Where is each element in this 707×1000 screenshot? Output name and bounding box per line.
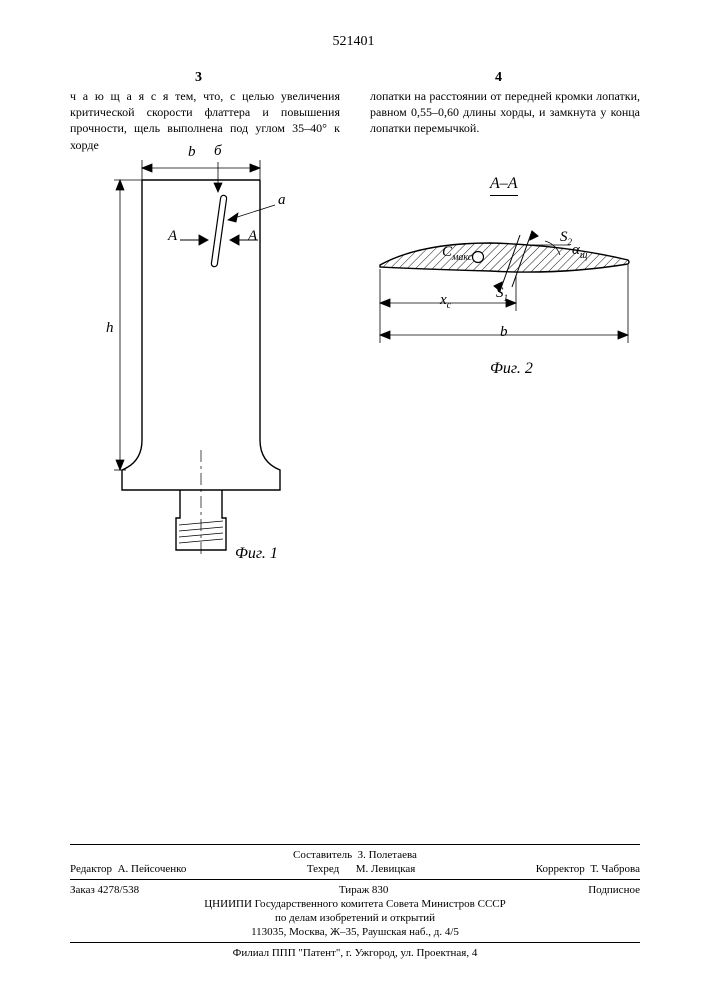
footer-filial: Филиал ППП "Патент", г. Ужгород, ул. Про… — [70, 947, 640, 959]
compiler-label: Составитель — [293, 849, 352, 861]
fig2-xc: xc — [440, 292, 451, 311]
fig1-dim-h: h — [106, 320, 114, 337]
page: 521401 3 4 ч а ю щ а я с я тем, что, с ц… — [0, 0, 707, 1000]
techred-name: М. Левицкая — [356, 863, 416, 875]
footer-org2: по делам изобретений и открытий — [70, 912, 640, 924]
fig1-dim-b: b — [188, 144, 196, 161]
compiler-name: З. Полетаева — [358, 849, 417, 861]
fig2-s1: S1 — [496, 285, 508, 303]
fig2-s1-sub: 1 — [504, 293, 509, 303]
fig2-cmax-letter: С — [442, 244, 452, 260]
patent-number: 521401 — [0, 34, 707, 50]
fig2-label: Фиг. 2 — [490, 360, 533, 378]
fig2-s2-letter: S — [560, 229, 568, 245]
column-number-left: 3 — [195, 70, 202, 86]
editor: Редактор А. Пейсоченко — [70, 863, 186, 875]
footer: Составитель З. Полетаева Редактор А. Пей… — [70, 840, 640, 961]
corrector-label: Корректор — [536, 863, 585, 875]
techred-label: Техред — [307, 863, 339, 875]
footer-credits-row: Редактор А. Пейсоченко Техред М. Левицка… — [70, 863, 640, 875]
fig2-dim-b: b — [500, 324, 508, 341]
figure-1 — [80, 150, 340, 590]
right-column-text: лопатки на расстоянии от передней кромки… — [370, 88, 640, 137]
fig2-cmax-sub: макс — [452, 252, 472, 263]
editor-label: Редактор — [70, 863, 112, 875]
fig1-label: Фиг. 1 — [235, 545, 278, 563]
footer-org1: ЦНИИПИ Государственного комитета Совета … — [70, 898, 640, 910]
corrector-name: Т. Чаброва — [590, 863, 640, 875]
fig2-xc-sub: c — [447, 300, 451, 311]
editor-name: А. Пейсоченко — [118, 863, 187, 875]
left-column-text: ч а ю щ а я с я тем, что, с целью увелич… — [70, 88, 340, 153]
footer-addr1: 113035, Москва, Ж–35, Раушская наб., д. … — [70, 926, 640, 938]
fig1-mark-b: б — [214, 143, 222, 160]
footer-order-row: Заказ 4278/538 Тираж 830 Подписное — [70, 884, 640, 896]
subscription: Подписное — [588, 884, 640, 896]
fig2-s2: S2 — [560, 229, 572, 247]
tirage: Тираж 830 — [339, 884, 389, 896]
fig2-xc-letter: x — [440, 292, 447, 308]
fig1-mark-a: а — [278, 192, 286, 209]
footer-compiler: Составитель З. Полетаева — [70, 849, 640, 861]
fig2-alpha-sub: щ — [580, 250, 588, 261]
column-number-right: 4 — [495, 70, 502, 86]
fig2-alpha: αщ — [572, 242, 587, 261]
corrector: Корректор Т. Чаброва — [536, 863, 640, 875]
fig2-cmax: Смакс — [442, 244, 472, 263]
techred: Техред М. Левицкая — [307, 863, 416, 875]
fig2-section-label: A–A — [490, 175, 518, 196]
order-number: Заказ 4278/538 — [70, 884, 139, 896]
fig2-alpha-letter: α — [572, 242, 580, 258]
figures-area: b h б а A A Фиг. 1 A–A — [70, 150, 650, 590]
fig1-section-A-right: A — [248, 228, 257, 245]
fig1-section-A-left: A — [168, 228, 177, 245]
fig2-s1-letter: S — [496, 285, 504, 301]
